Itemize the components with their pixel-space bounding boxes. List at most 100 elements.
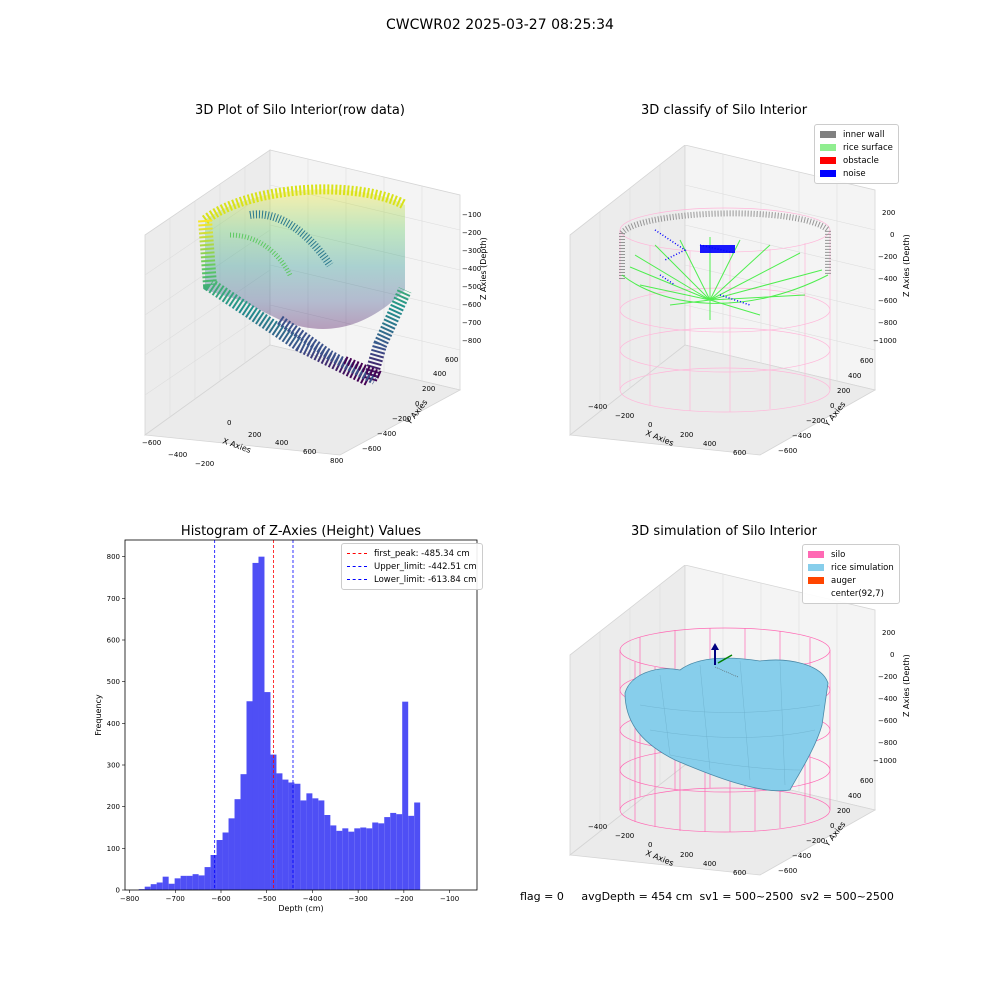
- p2-ytick-6: 600: [860, 357, 873, 365]
- histogram-bar: [138, 889, 145, 890]
- p4-ytick-1: −400: [792, 852, 811, 860]
- histogram-bar: [240, 774, 247, 890]
- p1-zlabel: Z Axies (Depth): [479, 237, 488, 300]
- histogram-bar: [228, 818, 235, 890]
- y-tick-label: 300: [107, 762, 120, 770]
- p4-zlabel: Z Axies (Depth): [902, 654, 910, 717]
- x-tick-label: −600: [211, 895, 230, 903]
- p4-ztick-1: 0: [890, 651, 894, 659]
- p1-ytick-6: 600: [445, 356, 458, 364]
- x-tick-label: −500: [257, 895, 276, 903]
- legend-label: Upper_limit: -442.51 cm: [374, 561, 477, 572]
- p2-ytick-5: 400: [848, 372, 861, 380]
- panel4-rice-surface: [624, 657, 829, 792]
- panel4-legend: silo rice simulation auger center(92,7): [802, 544, 900, 604]
- p2-ztick-0: 200: [882, 209, 895, 217]
- silo-swatch: [808, 551, 824, 558]
- obstacle-swatch: [820, 157, 836, 164]
- p2-ytick-2: −200: [806, 417, 825, 425]
- histogram-bar: [318, 800, 325, 890]
- legend-label: center(92,7): [831, 588, 884, 599]
- histogram-y-ticks: 0 100 200 300 400 500 600 700 800: [107, 553, 125, 895]
- legend-label: Lower_limit: -613.84 cm: [374, 574, 477, 585]
- panel2-axes-box: [568, 145, 877, 456]
- legend-label: obstacle: [843, 155, 879, 166]
- legend-label: rice simulation: [831, 562, 894, 573]
- x-tick-label: −700: [166, 895, 185, 903]
- p1-ztick-2: −300: [462, 247, 481, 255]
- legend-label: silo: [831, 549, 846, 560]
- histogram-bar: [150, 884, 157, 890]
- legend-label: rice surface: [843, 142, 893, 153]
- inner-wall-swatch: [820, 131, 836, 138]
- p4-ytick-2: −200: [806, 837, 825, 845]
- y-tick-label: 800: [107, 553, 120, 561]
- histogram-chart: −800 −700 −600 −500 −400 −300 −200 −100 0 100 200…: [94, 539, 478, 913]
- p2-ztick-2: −200: [878, 253, 897, 261]
- legend-item-rice-simulation: rice simulation: [808, 561, 894, 574]
- histogram-bar: [264, 692, 271, 890]
- p2-ztick-1: 0: [890, 231, 894, 239]
- histogram-bar: [258, 556, 265, 890]
- histogram-bar: [252, 562, 259, 890]
- rice-simulation-swatch: [808, 564, 824, 571]
- x-tick-label: −100: [440, 895, 459, 903]
- histogram-bar: [330, 825, 337, 890]
- p2-xtick-0: −400: [588, 403, 607, 411]
- histogram-bar: [324, 815, 331, 890]
- histogram-bar: [168, 883, 175, 890]
- panel2-rice-surface: [621, 237, 829, 320]
- histogram-bar: [294, 783, 301, 890]
- p1-xtick-2: −200: [195, 460, 214, 468]
- histogram-vlines: [214, 540, 294, 890]
- p2-ztick-4: −600: [878, 297, 897, 305]
- histogram-bar: [312, 798, 319, 890]
- p2-xtick-4: 400: [703, 440, 716, 448]
- auger-swatch: [808, 577, 824, 584]
- p1-xtick-1: −400: [168, 451, 187, 459]
- panel2-3d-plot: −400 −200 0 200 400 600 X Axies −600 −40…: [568, 145, 910, 457]
- p1-ztick-4: −500: [462, 283, 481, 291]
- histogram-bar: [342, 828, 349, 890]
- p1-ztick-0: −100: [462, 211, 481, 219]
- histogram-frame: [124, 539, 478, 891]
- histogram-ylabel: Frequency: [94, 694, 103, 736]
- p2-xtick-3: 200: [680, 431, 693, 439]
- p4-ytick-0: −600: [778, 867, 797, 875]
- histogram-bar: [384, 817, 391, 890]
- p4-xtick-2: 0: [648, 841, 652, 849]
- panel3-title: Histogram of Z-Axies (Height) Values: [180, 524, 422, 539]
- p1-ytick-3: 0: [415, 400, 419, 408]
- histogram-bar: [204, 867, 211, 890]
- x-tick-label: −200: [394, 895, 413, 903]
- p4-xtick-3: 200: [680, 851, 693, 859]
- p2-ztick-6: −1000: [873, 337, 897, 345]
- p4-ytick-4: 200: [837, 807, 850, 815]
- histogram-bar: [246, 701, 253, 890]
- panel4-title: 3D simulation of Silo Interior: [631, 524, 817, 539]
- histogram-bar: [222, 832, 229, 890]
- p2-xtick-5: 600: [733, 449, 746, 457]
- p2-ytick-0: −600: [778, 447, 797, 455]
- p1-ztick-6: −700: [462, 319, 481, 327]
- p4-ztick-0: 200: [882, 629, 895, 637]
- figure-title: CWCWR02 2025-03-27 08:25:34: [386, 17, 614, 33]
- panel2-title: 3D classify of Silo Interior: [640, 103, 808, 118]
- histogram-bar: [300, 800, 307, 890]
- p2-zlabel: Z Axies (Depth): [902, 234, 910, 297]
- legend-item-upper-limit: Upper_limit: -442.51 cm: [347, 560, 477, 573]
- p4-ztick-5: −800: [878, 739, 897, 747]
- panel2-legend: inner wall rice surface obstacle noise: [814, 124, 899, 184]
- histogram-bar: [276, 773, 283, 890]
- p4-ytick-3: 0: [830, 822, 834, 830]
- p2-ytick-4: 200: [837, 387, 850, 395]
- p4-ztick-6: −1000: [873, 757, 897, 765]
- p2-ytick-1: −400: [792, 432, 811, 440]
- histogram-bar: [348, 831, 355, 890]
- histogram-bar: [378, 823, 385, 890]
- p4-ztick-4: −600: [878, 717, 897, 725]
- histogram-bar: [192, 874, 199, 890]
- panel2-silo-wire: [619, 207, 831, 413]
- legend-label: inner wall: [843, 129, 885, 140]
- p1-xtick-3: 0: [227, 419, 231, 427]
